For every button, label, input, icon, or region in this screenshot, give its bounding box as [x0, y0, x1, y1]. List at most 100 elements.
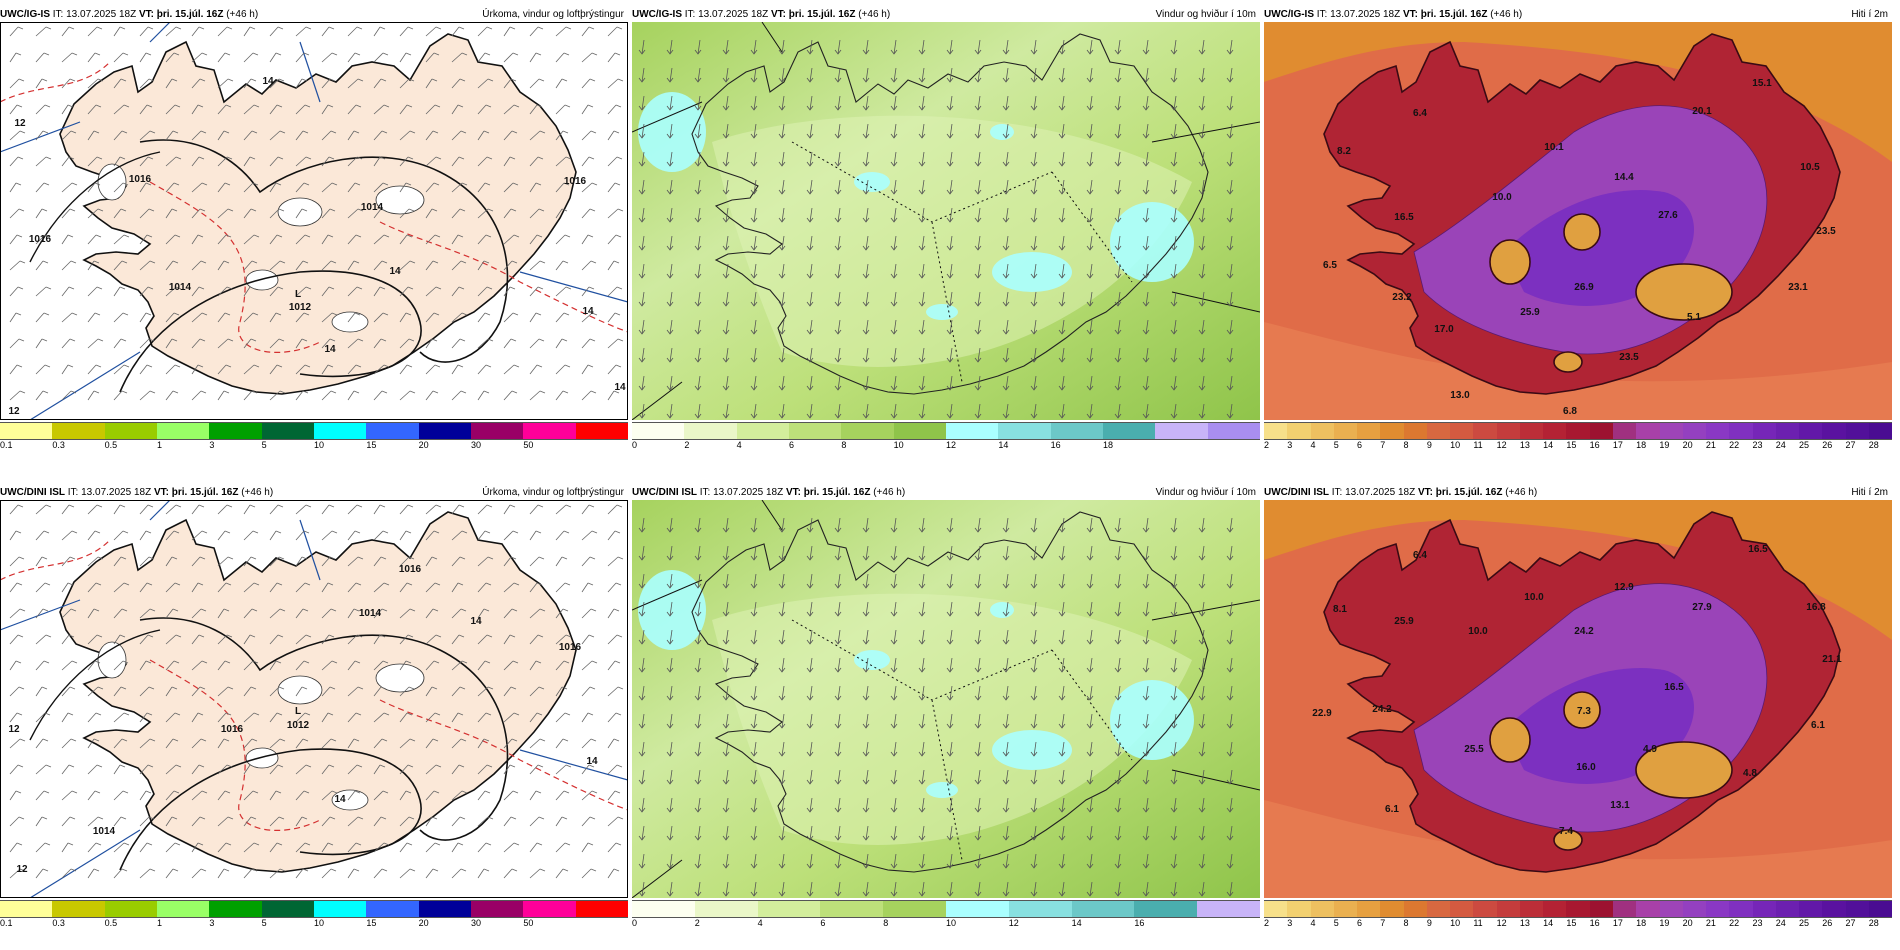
colorbar-swatch	[1636, 901, 1660, 917]
map-value-label: 14	[582, 306, 594, 317]
glacier-patch	[331, 789, 369, 811]
header-vt: VT: þri. 15.júl. 16Z	[785, 487, 871, 498]
glacier-patch	[97, 163, 127, 201]
colorbar-swatch	[523, 901, 576, 917]
colorbar-swatch	[104, 901, 157, 917]
map-value-label: 16.0	[1576, 762, 1596, 773]
strong-wind-area	[990, 602, 1014, 618]
colorbar-tick-label: 15	[1566, 440, 1577, 450]
panel-title: Vindur og hviður í 10m	[1155, 9, 1256, 20]
colorbar-legend: 2 3 4 5 6 7 8 9 10 11 12 13 14 15 16 17 18 19 20 21 22 23 24 25…	[1264, 422, 1893, 460]
map-value-label: 16.5	[1394, 212, 1414, 223]
strong-wind-area	[1110, 680, 1194, 760]
colorbar-tick-label: 10	[314, 440, 325, 450]
colorbar-tick-label: 5	[261, 918, 267, 928]
header-vt: VT: þri. 15.júl. 16Z	[770, 9, 856, 20]
header-it: IT: 13.07.2025 18Z	[684, 9, 769, 20]
isobar-line	[119, 748, 422, 871]
map-value-label: 23.1	[1788, 282, 1808, 293]
colorbar-tick-label: 20	[418, 918, 429, 928]
isotherm-line	[149, 181, 321, 353]
map-value-label: 1012	[289, 302, 312, 313]
map-value-label: 20.1	[1692, 106, 1712, 117]
map-value-label: L	[295, 289, 301, 300]
map-value-label: 14	[614, 382, 626, 393]
map-value-label: 10.1	[1544, 142, 1564, 153]
colorbar-swatch	[0, 901, 53, 917]
map-value-label: 1014	[93, 826, 116, 837]
map-value-label: 27.6	[1658, 210, 1678, 221]
colorbar-tick-label: 50	[523, 918, 534, 928]
isobar-line	[29, 151, 161, 263]
colorbar-swatch	[883, 901, 946, 917]
colorbar-swatch	[523, 423, 576, 439]
map-area: 16.5 6.4 12.9 10.0 8.1 25.9 10.0 24.2 27.9 16.8 21…	[1264, 500, 1892, 898]
colorbar-swatch	[575, 901, 628, 917]
map-value-label: 10.0	[1468, 626, 1488, 637]
colorbar-tick-label: 3	[1287, 440, 1293, 450]
strong-wind-area	[926, 782, 958, 798]
colorbar-tick-label: 14	[998, 440, 1009, 450]
map-value-label: 14	[586, 756, 598, 767]
colorbar-tick-label: 8	[1403, 440, 1409, 450]
colorbar-swatch	[1357, 423, 1381, 439]
map-value-label: 1014	[359, 608, 382, 619]
map-value-label: 26.9	[1574, 282, 1594, 293]
colorbar-tick-label: 12	[1008, 918, 1019, 928]
colorbar-tick-label: 18	[1636, 918, 1647, 928]
colorbar-tick-label: 3	[209, 918, 215, 928]
colorbar-tick-label: 12	[1496, 918, 1507, 928]
colorbar-swatch	[1566, 901, 1590, 917]
colorbar-swatch	[1659, 901, 1683, 917]
map-value-label: 6.8	[1563, 406, 1577, 417]
map-value-label: 25.9	[1520, 307, 1540, 318]
header-model: UWC/DINI ISL	[632, 487, 697, 498]
isotherm-line	[379, 699, 628, 811]
header-vt: VT: þri. 15.júl. 16Z	[1402, 9, 1488, 20]
colorbar-tick-label: 22	[1729, 440, 1740, 450]
colorbar-swatch	[998, 423, 1051, 439]
colorbar-swatch	[1473, 901, 1497, 917]
panel-header: UWC/IG-IS IT: 13.07.2025 18Z VT: þri. 15…	[632, 8, 1260, 22]
header-it: IT: 13.07.2025 18Z	[1316, 9, 1401, 20]
wind-barbs	[9, 26, 624, 401]
colorbar-swatch	[1403, 901, 1427, 917]
colorbar-tick-label: 2	[1264, 440, 1270, 450]
map-value-label: 25.5	[1464, 744, 1484, 755]
colorbar-tick-label: 27	[1845, 440, 1856, 450]
strong-wind-area	[990, 124, 1014, 140]
colorbar-swatch	[1519, 901, 1544, 917]
colorbar-swatch	[1752, 901, 1776, 917]
map-value-label: 4.8	[1743, 768, 1757, 779]
colorbar-swatch	[1729, 423, 1753, 439]
graticule-line	[149, 500, 171, 521]
map-value-label: 14	[324, 344, 336, 355]
map-value-label: 14	[334, 794, 346, 805]
map-value-label: 12	[8, 406, 20, 417]
glacier-patch	[245, 269, 279, 291]
colorbar-swatch	[1450, 901, 1474, 917]
colorbar-tick-label: 4	[1310, 440, 1316, 450]
colorbar-swatch	[1612, 901, 1637, 917]
colorbar-swatch	[788, 423, 842, 439]
strong-wind-area	[926, 304, 958, 320]
colorbar-swatch	[156, 901, 210, 917]
colorbar-swatch	[366, 901, 419, 917]
colorbar-tick-label: 20	[1682, 440, 1693, 450]
colorbar-swatch	[632, 423, 685, 439]
wind-arrows	[638, 517, 1234, 897]
map-value-label: 15.1	[1752, 78, 1772, 89]
colorbar-tick-label: 1	[157, 918, 163, 928]
colorbar-swatch	[1357, 901, 1381, 917]
colorbar-swatch	[893, 423, 946, 439]
colorbar-tick-label: 2	[684, 440, 690, 450]
glacier-patch	[375, 663, 425, 693]
panel-precip: UWC/IG-IS IT: 13.07.2025 18Z VT: þri. 15…	[0, 8, 628, 462]
colorbar-tick-label: 19	[1659, 440, 1670, 450]
map-value-label: 14	[262, 76, 274, 87]
strong-wind-area	[638, 92, 706, 172]
colorbar-swatch	[945, 423, 999, 439]
colorbar-swatch	[1380, 423, 1404, 439]
graticule-line	[1171, 291, 1260, 313]
colorbar-tick-label: 20	[418, 440, 429, 450]
